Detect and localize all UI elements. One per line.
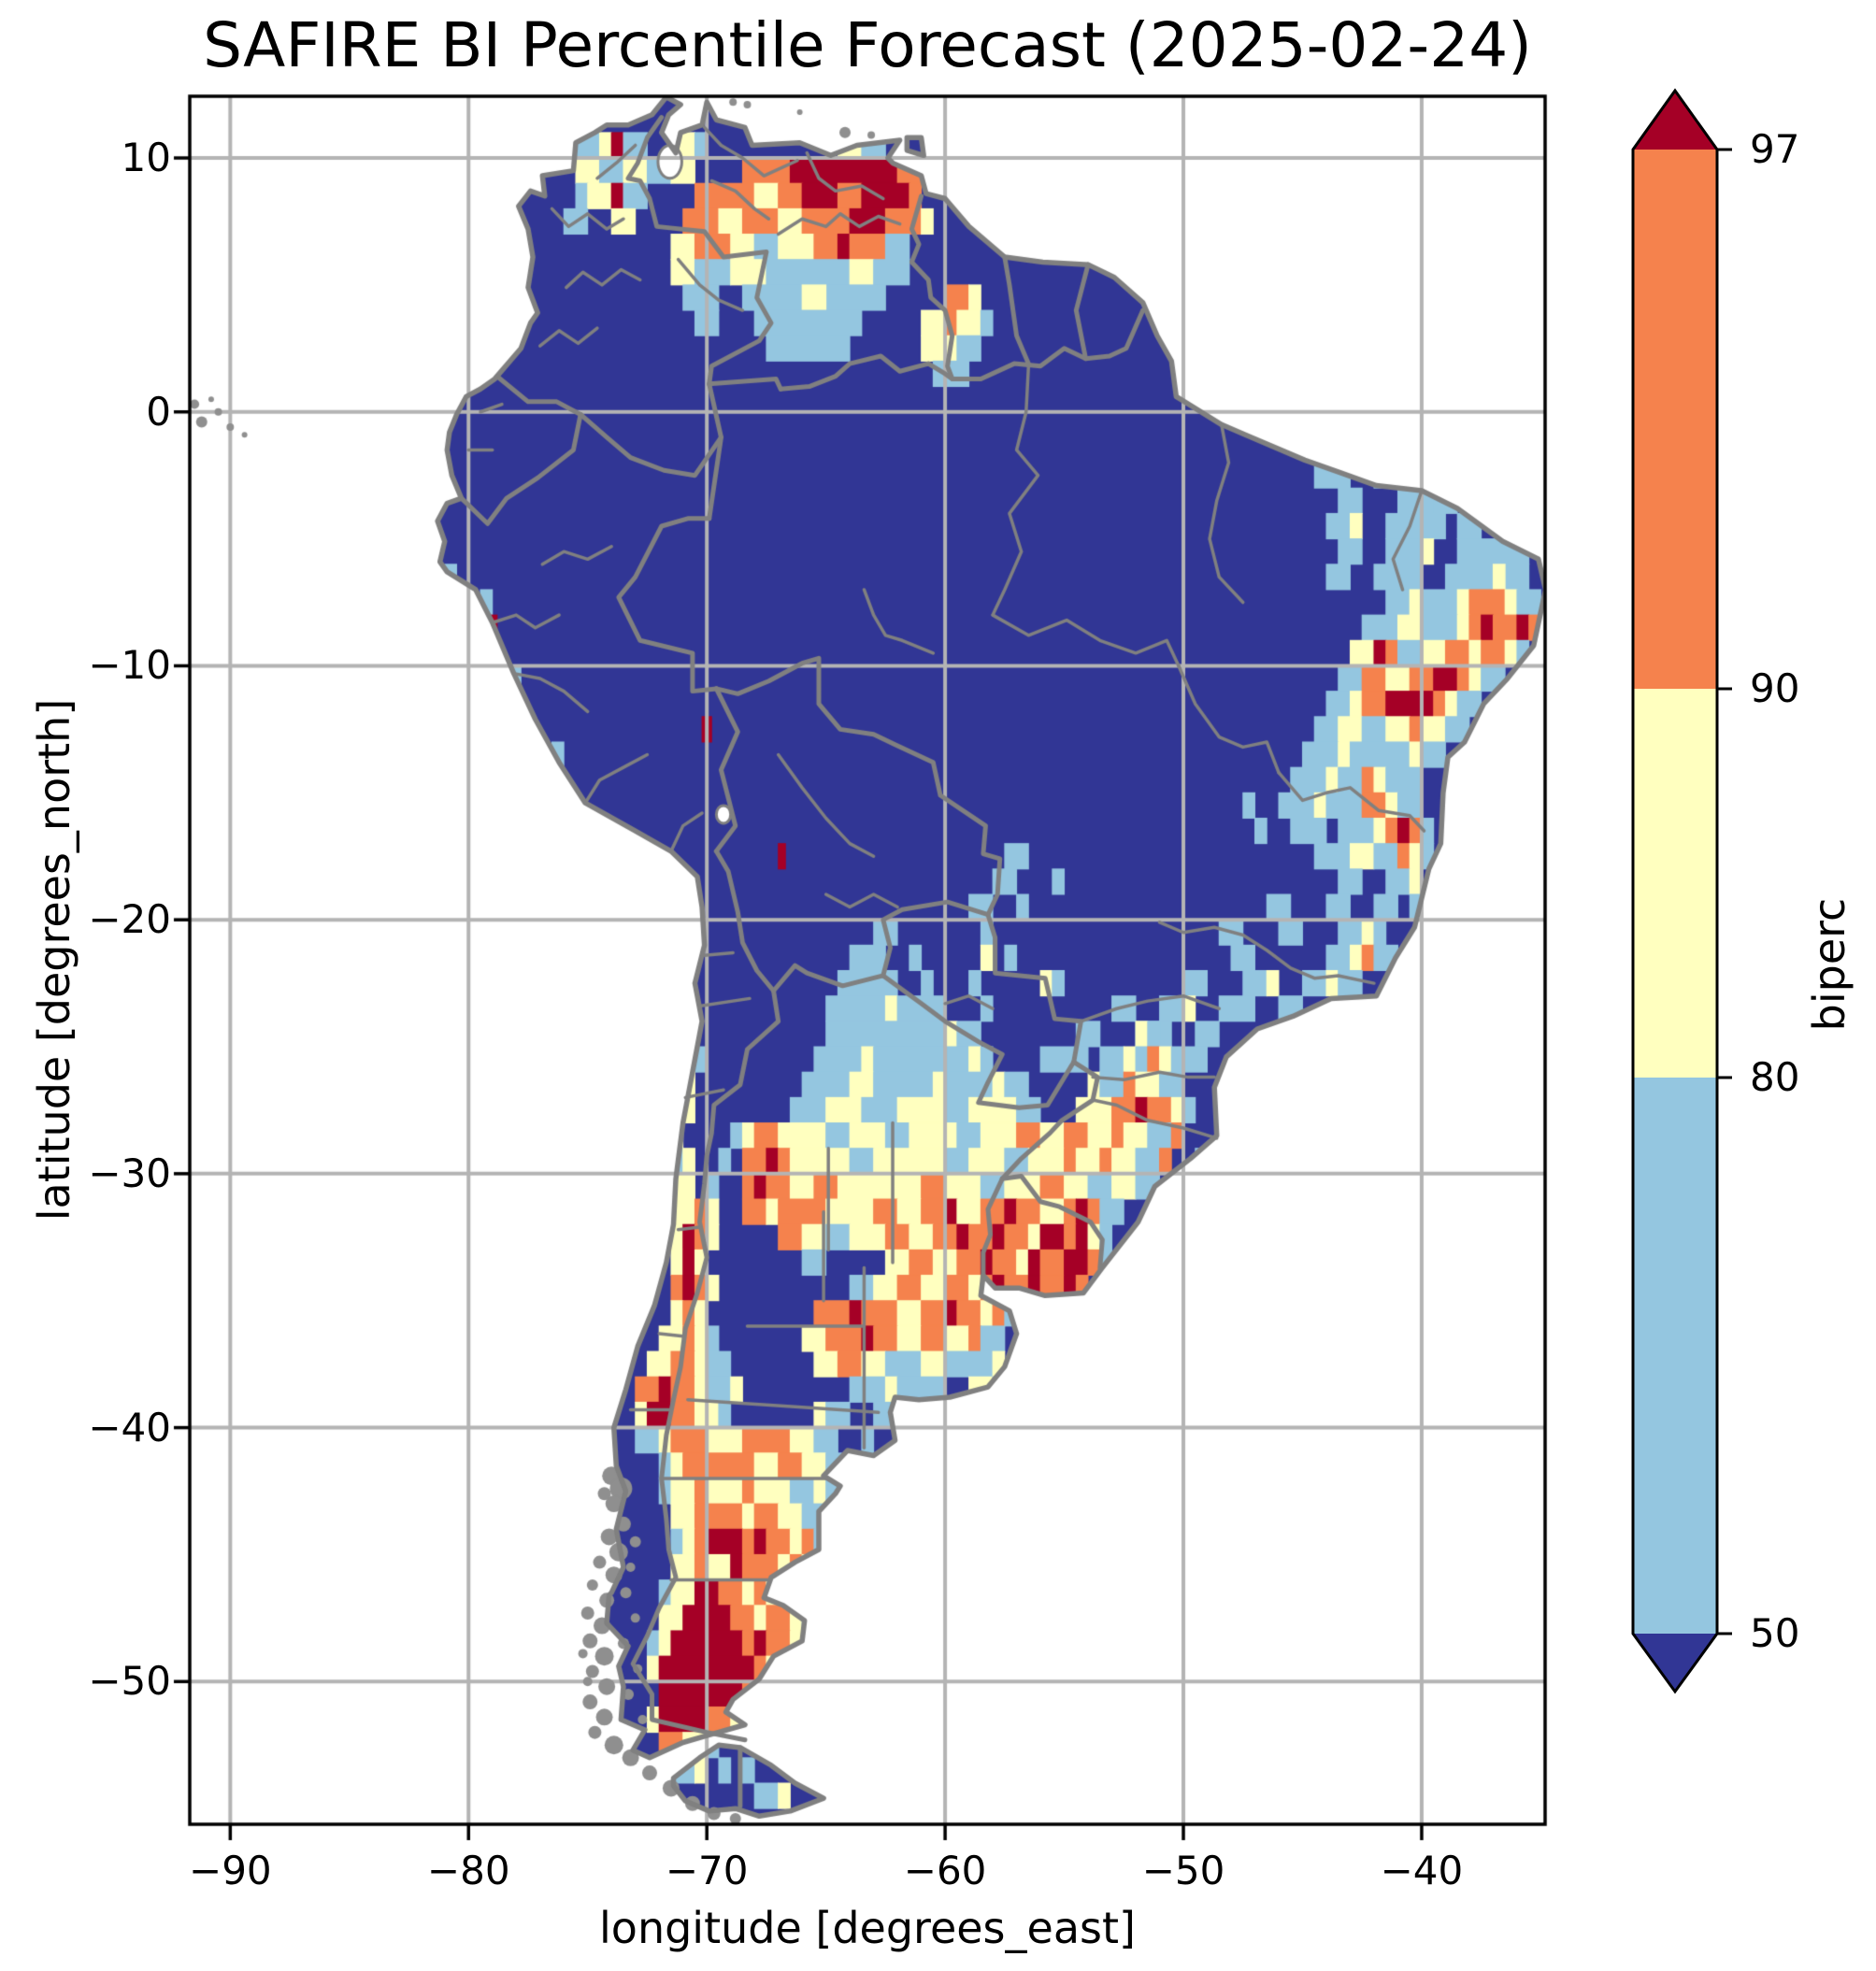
y-tick-label: 10 xyxy=(121,135,171,181)
colorbar-tick-label: 50 xyxy=(1750,1610,1800,1656)
colorbar-tick-label: 97 xyxy=(1750,126,1800,172)
x-axis-label: longitude [degrees_east] xyxy=(599,1903,1136,1953)
y-tick-label: −40 xyxy=(88,1404,171,1450)
y-tick-label: −50 xyxy=(88,1658,171,1705)
y-tick-label: 0 xyxy=(146,388,171,435)
colorbar-tick-label: 90 xyxy=(1750,665,1800,711)
x-tick-label: −50 xyxy=(1141,1848,1225,1893)
colorbar-label: biperc xyxy=(1804,897,1855,1032)
figure-title: SAFIRE BI Percentile Forecast (2025-02-2… xyxy=(203,9,1532,81)
y-tick-label: −20 xyxy=(88,896,171,943)
x-tick-label: −40 xyxy=(1380,1848,1464,1893)
x-tick-label: −90 xyxy=(189,1848,272,1893)
y-tick-label: −30 xyxy=(88,1150,171,1196)
x-tick-label: −80 xyxy=(426,1848,510,1893)
colorbar xyxy=(1631,88,1732,1694)
x-tick-label: −70 xyxy=(665,1848,749,1893)
y-tick-label: −10 xyxy=(88,642,171,689)
colorbar-tick-label: 80 xyxy=(1750,1054,1800,1100)
x-tick-label: −60 xyxy=(903,1848,987,1893)
